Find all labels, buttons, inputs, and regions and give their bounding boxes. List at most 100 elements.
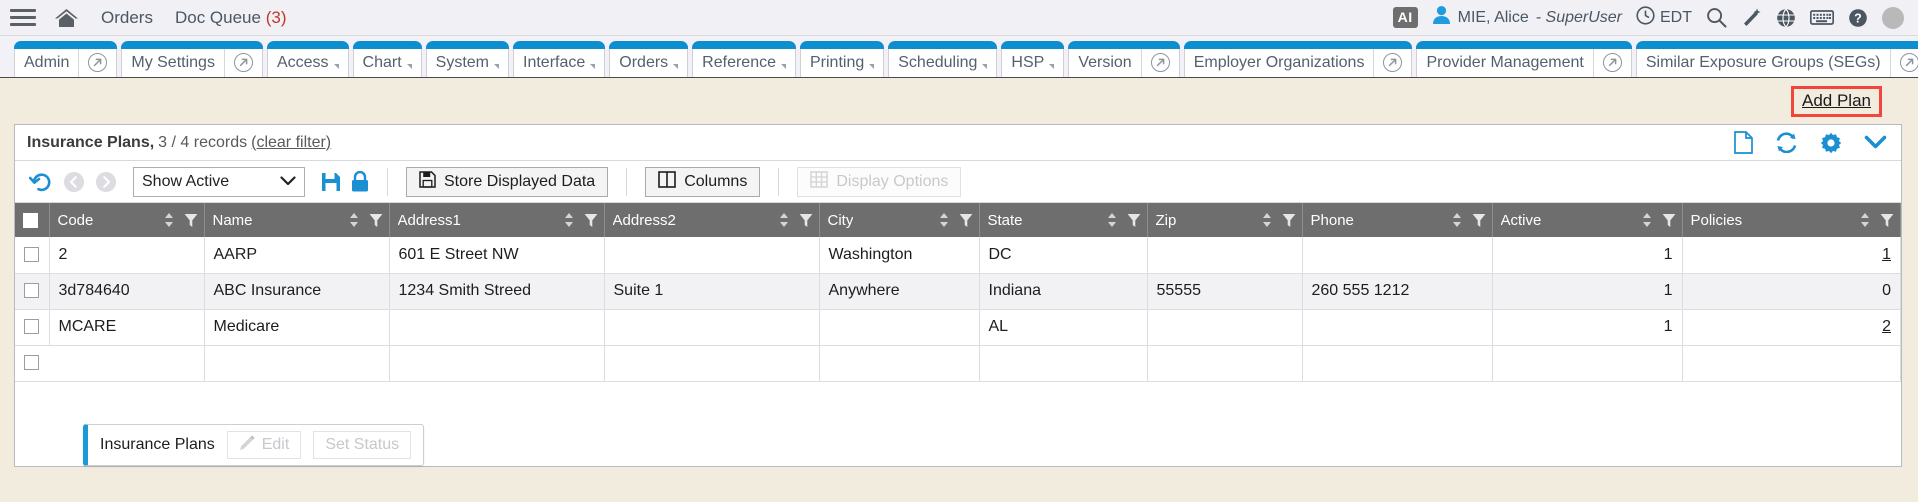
policies-link[interactable]: 2 (1882, 318, 1891, 335)
column-header-address1[interactable]: Address1 (389, 203, 605, 237)
sort-icon[interactable] (1859, 212, 1871, 228)
gear-icon[interactable] (1820, 132, 1842, 154)
table-row[interactable]: MCARE Medicare AL 1 2 (15, 309, 1901, 346)
row-checkbox[interactable] (24, 247, 40, 263)
filter-icon[interactable] (1472, 213, 1486, 228)
column-header-state[interactable]: State (979, 203, 1148, 237)
table-new-row[interactable] (15, 345, 1901, 382)
column-header-label: Address2 (612, 211, 676, 229)
user-avatar-icon[interactable] (1882, 6, 1904, 29)
filter-icon[interactable] (1282, 213, 1296, 228)
keyboard-icon[interactable] (1810, 9, 1834, 26)
timezone-display[interactable]: EDT (1636, 5, 1692, 30)
column-header-city[interactable]: City (819, 203, 980, 237)
chevron-down-icon[interactable] (1864, 135, 1887, 150)
lock-icon[interactable] (351, 171, 369, 192)
sort-icon[interactable] (778, 212, 790, 228)
new-document-icon[interactable] (1734, 131, 1753, 154)
edit-button[interactable]: Edit (226, 431, 302, 459)
select-all-checkbox[interactable] (23, 213, 38, 229)
sort-icon[interactable] (1641, 212, 1653, 228)
breadcrumb-item-orders[interactable]: Orders (101, 7, 153, 27)
display-options-button[interactable]: Display Options (797, 166, 962, 197)
save-icon[interactable] (321, 172, 341, 192)
column-header-code[interactable]: Code (49, 203, 205, 237)
row-checkbox[interactable] (24, 283, 40, 299)
sort-icon[interactable] (163, 212, 175, 228)
column-header-zip[interactable]: Zip (1147, 203, 1303, 237)
row-select-cell[interactable] (15, 309, 50, 346)
filter-icon[interactable] (369, 213, 383, 228)
sort-icon[interactable] (348, 212, 360, 228)
filter-icon[interactable] (1880, 213, 1894, 228)
columns-button[interactable]: Columns (645, 166, 761, 197)
tab-version[interactable]: Version (1068, 41, 1181, 77)
tab-provider-management[interactable]: Provider Management (1416, 41, 1633, 77)
column-header-name[interactable]: Name (204, 203, 390, 237)
tab-interface[interactable]: Interface (513, 41, 606, 77)
column-header-policies[interactable]: Policies (1682, 203, 1901, 237)
reload-icon[interactable] (29, 170, 53, 194)
open-external-icon[interactable] (1150, 53, 1170, 72)
column-header-address2[interactable]: Address2 (604, 203, 820, 237)
table-row[interactable]: 2 AARP 601 E Street NW Washington DC 1 1 (15, 237, 1901, 274)
previous-page-icon[interactable] (63, 171, 85, 193)
row-select-cell[interactable] (15, 237, 50, 274)
globe-icon[interactable] (1776, 8, 1796, 28)
column-header-active[interactable]: Active (1492, 203, 1683, 237)
set-status-button[interactable]: Set Status (313, 431, 412, 459)
user-info[interactable]: MIE, Alice - SuperUser (1432, 5, 1622, 30)
refresh-icon[interactable] (1775, 132, 1798, 153)
filter-icon[interactable] (799, 213, 813, 228)
open-external-icon[interactable] (1602, 53, 1622, 72)
sort-icon[interactable] (938, 212, 950, 228)
toolbar-divider (626, 167, 628, 196)
tab-admin[interactable]: Admin (14, 41, 118, 77)
search-icon[interactable] (1706, 7, 1727, 28)
breadcrumb-item-doc-queue[interactable]: Doc Queue (3) (175, 8, 287, 28)
filter-icon[interactable] (184, 213, 198, 228)
magic-wand-icon[interactable] (1741, 7, 1762, 28)
table-row[interactable]: 3d784640 ABC Insurance 1234 Smith Streed Su… (15, 273, 1901, 310)
row-select-cell[interactable] (15, 273, 50, 310)
tab-scheduling[interactable]: Scheduling (888, 41, 998, 77)
policies-link[interactable]: 1 (1882, 245, 1891, 263)
tab-system[interactable]: System (425, 41, 510, 77)
tab-printing[interactable]: Printing (800, 41, 885, 77)
sort-icon[interactable] (1451, 212, 1463, 228)
sort-icon[interactable] (563, 212, 575, 228)
help-icon[interactable]: ? (1848, 8, 1868, 28)
clear-filter-link[interactable]: (clear filter) (251, 133, 332, 151)
tab-access[interactable]: Access (266, 41, 349, 77)
tab-chart[interactable]: Chart (352, 41, 422, 77)
tab-employer-organizations[interactable]: Employer Organizations (1183, 41, 1413, 77)
home-icon[interactable] (54, 7, 79, 29)
filter-select[interactable]: Show Active (133, 166, 305, 197)
filter-icon[interactable] (1662, 213, 1676, 228)
tab-hsp[interactable]: HSP (1001, 41, 1065, 77)
filter-icon[interactable] (584, 213, 598, 228)
filter-icon[interactable] (1127, 213, 1141, 228)
store-displayed-data-button[interactable]: Store Displayed Data (406, 166, 609, 197)
add-plan-link[interactable]: Add Plan (1802, 90, 1871, 110)
row-select-cell[interactable] (15, 345, 49, 382)
next-page-icon[interactable] (95, 171, 117, 193)
tab-my-settings[interactable]: My Settings (121, 41, 263, 77)
hamburger-menu-icon[interactable] (10, 8, 36, 28)
tab-orders[interactable]: Orders (609, 41, 689, 77)
tab-similar-exposure-groups-segs[interactable]: Similar Exposure Groups (SEGs) (1635, 41, 1918, 77)
column-header-phone[interactable]: Phone (1302, 203, 1493, 237)
tab-reference[interactable]: Reference (692, 41, 796, 77)
select-all-header[interactable] (15, 203, 50, 237)
sort-icon[interactable] (1261, 212, 1273, 228)
open-external-icon[interactable] (1383, 53, 1403, 72)
sort-icon[interactable] (1106, 212, 1118, 228)
open-external-icon[interactable] (1899, 53, 1918, 72)
ai-badge[interactable]: AI (1392, 7, 1418, 28)
open-external-icon[interactable] (88, 53, 108, 72)
row-checkbox[interactable] (24, 355, 40, 371)
pencil-icon (239, 435, 255, 456)
row-checkbox[interactable] (24, 319, 40, 335)
filter-icon[interactable] (959, 213, 973, 228)
open-external-icon[interactable] (233, 53, 253, 72)
